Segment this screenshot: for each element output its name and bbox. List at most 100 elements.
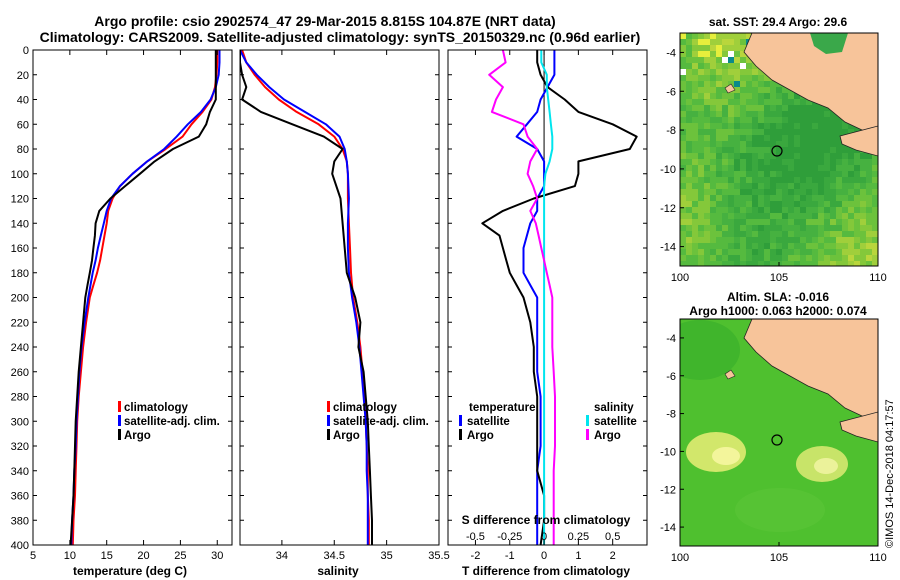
sst-cell <box>854 255 861 262</box>
depth-tick-label: 160 <box>11 243 29 255</box>
sst-cell <box>704 111 711 118</box>
sst-cell <box>758 123 765 130</box>
sst-cell <box>692 159 699 166</box>
sst-cell <box>698 75 705 82</box>
sst-cell <box>788 129 795 136</box>
sst-cell <box>728 195 735 202</box>
sst-cell <box>704 129 711 136</box>
sst-cell <box>842 237 849 244</box>
sst-cell <box>800 231 807 238</box>
sst-cell <box>800 189 807 196</box>
sst-cell <box>704 81 711 88</box>
sst-cell <box>788 93 795 100</box>
sst-cell <box>770 159 777 166</box>
sst-cell <box>716 33 723 40</box>
sumatra-land <box>743 33 878 135</box>
sla-heatmap <box>680 319 878 546</box>
sst-cell <box>830 183 837 190</box>
sst-cell <box>788 105 795 112</box>
sla-low-patch <box>680 320 740 380</box>
sst-cell <box>758 225 765 232</box>
sst-cell <box>770 117 777 124</box>
sst-cell <box>740 201 747 208</box>
sst-cell <box>728 189 735 196</box>
sst-cell <box>824 111 831 118</box>
sst-cell <box>752 249 759 256</box>
sst-cell <box>740 69 747 76</box>
sst-cell <box>776 201 783 208</box>
sst-cell <box>758 189 765 196</box>
sst-cell <box>698 45 705 52</box>
depth-tick-label: 340 <box>11 466 29 478</box>
sst-cell <box>722 219 729 226</box>
sst-cell <box>686 123 693 130</box>
sst-cell <box>776 165 783 172</box>
sst-cell <box>764 99 771 106</box>
sst-cell <box>734 159 741 166</box>
sst-cell <box>770 201 777 208</box>
sst-cell <box>800 147 807 154</box>
sst-cell <box>734 243 741 250</box>
sst-cell <box>788 183 795 190</box>
sst-cell <box>686 261 693 266</box>
sst-cell <box>722 225 729 232</box>
sst-cell <box>758 219 765 226</box>
sst-cell <box>710 45 717 52</box>
map-y-tick-label: -6 <box>666 371 676 383</box>
sst-cell <box>776 249 783 256</box>
sst-cell <box>692 99 699 106</box>
sst-cell <box>686 201 693 208</box>
sst-cell <box>818 123 825 130</box>
sst-cell <box>686 177 693 184</box>
sst-cell <box>740 75 747 82</box>
sst-cell <box>752 141 759 148</box>
sst-cell <box>854 219 861 226</box>
sst-cell <box>830 135 837 142</box>
sst-cell <box>800 171 807 178</box>
x-tick-label: 35.5 <box>428 550 449 562</box>
sst-cell <box>686 249 693 256</box>
sst-cell <box>758 195 765 202</box>
sst-cell <box>734 111 741 118</box>
sst-cell <box>704 33 711 40</box>
sst-cell <box>806 123 813 130</box>
sst-cell <box>776 135 783 142</box>
depth-tick-label: 240 <box>11 342 29 354</box>
sst-cell <box>704 255 711 262</box>
sst-cell <box>764 117 771 124</box>
sst-cell <box>752 69 759 76</box>
sst-cell <box>698 159 705 166</box>
map-y-tick-label: -14 <box>660 522 676 534</box>
sst-cell <box>752 75 759 82</box>
sst-cell <box>752 171 759 178</box>
sst-cell <box>788 147 795 154</box>
sst-cell <box>746 195 753 202</box>
sst-cell <box>752 243 759 250</box>
sst-cell <box>692 87 699 94</box>
sst-cell <box>794 189 801 196</box>
temperature-legend: climatology satellite-adj. clim. Argo <box>118 401 220 442</box>
sst-cell <box>728 63 735 70</box>
sst-cell <box>716 159 723 166</box>
sst-cell <box>782 231 789 238</box>
sst-cell <box>782 255 789 262</box>
java-land <box>839 125 878 157</box>
sst-cell <box>830 141 837 148</box>
sst-cell <box>740 33 747 40</box>
sst-cell <box>722 111 729 118</box>
sst-cell <box>836 171 843 178</box>
legend-title-temperature: temperature <box>469 402 535 414</box>
sst-cell <box>680 195 687 202</box>
depth-tick-label: 280 <box>11 392 29 404</box>
sst-cell <box>746 183 753 190</box>
map-y-tick-label: -6 <box>666 86 676 98</box>
sst-cell <box>776 219 783 226</box>
sst-cell <box>824 255 831 262</box>
sst-cell <box>842 147 849 154</box>
sst-cell <box>824 201 831 208</box>
sst-cell <box>698 135 705 142</box>
sst-cell <box>728 201 735 208</box>
legend-swatch-argo <box>118 429 121 440</box>
sst-cell <box>740 63 747 70</box>
sst-cell <box>716 99 723 106</box>
